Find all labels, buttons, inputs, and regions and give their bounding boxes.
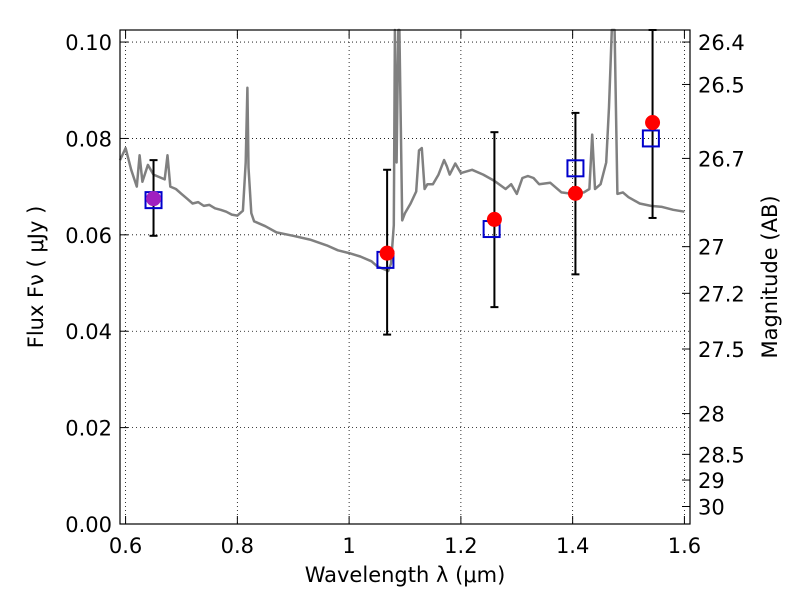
y2-tick-label: 27: [698, 236, 725, 260]
y2-tick-label: 26.4: [698, 31, 745, 55]
y-tick-label: 0.02: [65, 417, 112, 441]
observed-point-marker: [146, 191, 162, 207]
y2-tick-label: 26.7: [698, 147, 745, 171]
x-tick-label: 0.6: [109, 534, 142, 558]
y2-tick-label: 27.5: [698, 338, 745, 362]
observed-point-marker: [567, 185, 583, 201]
plot-frame: [119, 29, 691, 525]
x-tick-label: 1: [342, 534, 355, 558]
y2-axis-title: Magnitude (AB): [758, 195, 782, 358]
y2-tick-label: 28: [698, 403, 725, 427]
ticks-layer: 0.6 0.8 1 1.2 1.4 1.6 0.00 0.02 0.04 0.06 0.08 0.10…: [65, 30, 745, 558]
y-axis-title: Flux Fν ( μJy ): [24, 206, 48, 349]
y2-tick-label: 28.5: [698, 443, 745, 467]
errorbar-layer: [149, 29, 657, 336]
y2-tick-label: 30: [698, 496, 725, 520]
y-tick-label: 0.10: [65, 31, 112, 55]
y2-tick-label: 27.2: [698, 282, 745, 306]
observed-point-marker: [379, 245, 395, 261]
y-tick-label: 0.00: [65, 513, 112, 537]
observed-point-marker: [486, 211, 502, 227]
x-tick-label: 1.2: [444, 534, 477, 558]
x-tick-label: 1.4: [556, 534, 589, 558]
observed-point-marker: [645, 115, 661, 131]
x-tick-label: 1.6: [668, 534, 701, 558]
y-tick-label: 0.08: [65, 127, 112, 151]
x-axis-title: Wavelength λ (μm): [305, 563, 506, 587]
y-tick-label: 0.06: [65, 224, 112, 248]
x-tick-label: 0.8: [221, 534, 254, 558]
y2-tick-label: 29: [698, 469, 725, 493]
observed-points-layer: [146, 115, 661, 261]
y2-tick-label: 26.5: [698, 73, 745, 97]
grid-lines: [120, 30, 690, 525]
model-square-marker: [641, 129, 660, 148]
y-tick-label: 0.04: [65, 320, 112, 344]
model-square-marker: [566, 159, 585, 178]
